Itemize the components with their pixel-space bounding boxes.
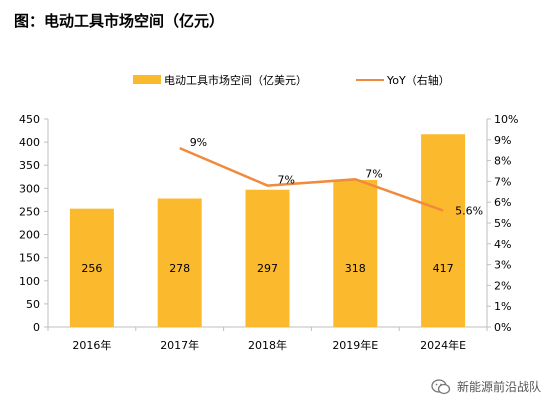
y-left-tick-label: 200 (19, 229, 40, 242)
x-tick-label: 2017年 (160, 338, 199, 352)
x-tick-label: 2024年E (420, 338, 466, 352)
bar (245, 189, 290, 327)
y-right-tick-label: 2% (494, 279, 511, 292)
yoy-data-label: 5.6% (455, 205, 483, 218)
bar (69, 208, 114, 327)
y-right-tick-label: 0% (494, 321, 511, 334)
yoy-data-label: 7% (278, 174, 295, 187)
y-left-tick-label: 150 (19, 252, 40, 265)
x-tick-label: 2018年 (248, 338, 287, 352)
bar (333, 180, 378, 327)
legend-line-label: YoY（右轴） (386, 73, 450, 87)
yoy-data-label: 9% (190, 136, 207, 149)
y-left-tick-label: 100 (19, 275, 40, 288)
y-left-tick-label: 0 (33, 321, 40, 334)
yoy-line (179, 146, 444, 212)
bar-value-label: 318 (345, 262, 366, 275)
bar (157, 198, 202, 327)
y-left-tick-label: 250 (19, 205, 40, 218)
wechat-icon (431, 378, 451, 394)
bar-value-label: 278 (169, 262, 190, 275)
x-tick-label: 2019年E (332, 338, 378, 352)
y-left-tick-label: 300 (19, 182, 40, 195)
y-right-tick-label: 9% (494, 134, 511, 147)
yoy-data-label: 7% (365, 167, 382, 180)
y-right-tick-label: 1% (494, 300, 511, 313)
bar (421, 134, 466, 327)
watermark-text: 新能源前沿战队 (456, 380, 541, 394)
y-left-tick-label: 400 (19, 136, 40, 149)
x-tick-label: 2016年 (72, 338, 111, 352)
bar-value-label: 256 (81, 262, 102, 275)
y-left-tick-label: 350 (19, 159, 40, 172)
watermark: 新能源前沿战队 (431, 378, 541, 395)
y-left-tick-label: 450 (19, 113, 40, 126)
y-right-tick-label: 8% (494, 155, 511, 168)
legend-bar-swatch (133, 75, 161, 84)
y-right-tick-label: 6% (494, 196, 511, 209)
y-right-tick-label: 10% (494, 113, 518, 126)
legend-bar-label: 电动工具市场空间（亿美元） (164, 73, 307, 87)
y-right-tick-label: 3% (494, 259, 511, 272)
y-right-tick-label: 5% (494, 217, 511, 230)
y-left-tick-label: 50 (26, 298, 40, 311)
bar-value-label: 417 (433, 262, 454, 275)
y-right-tick-label: 7% (494, 175, 511, 188)
chart-title: 图：电动工具市场空间（亿元） (14, 12, 225, 30)
y-right-tick-label: 4% (494, 238, 511, 251)
bar-value-label: 297 (257, 262, 278, 275)
